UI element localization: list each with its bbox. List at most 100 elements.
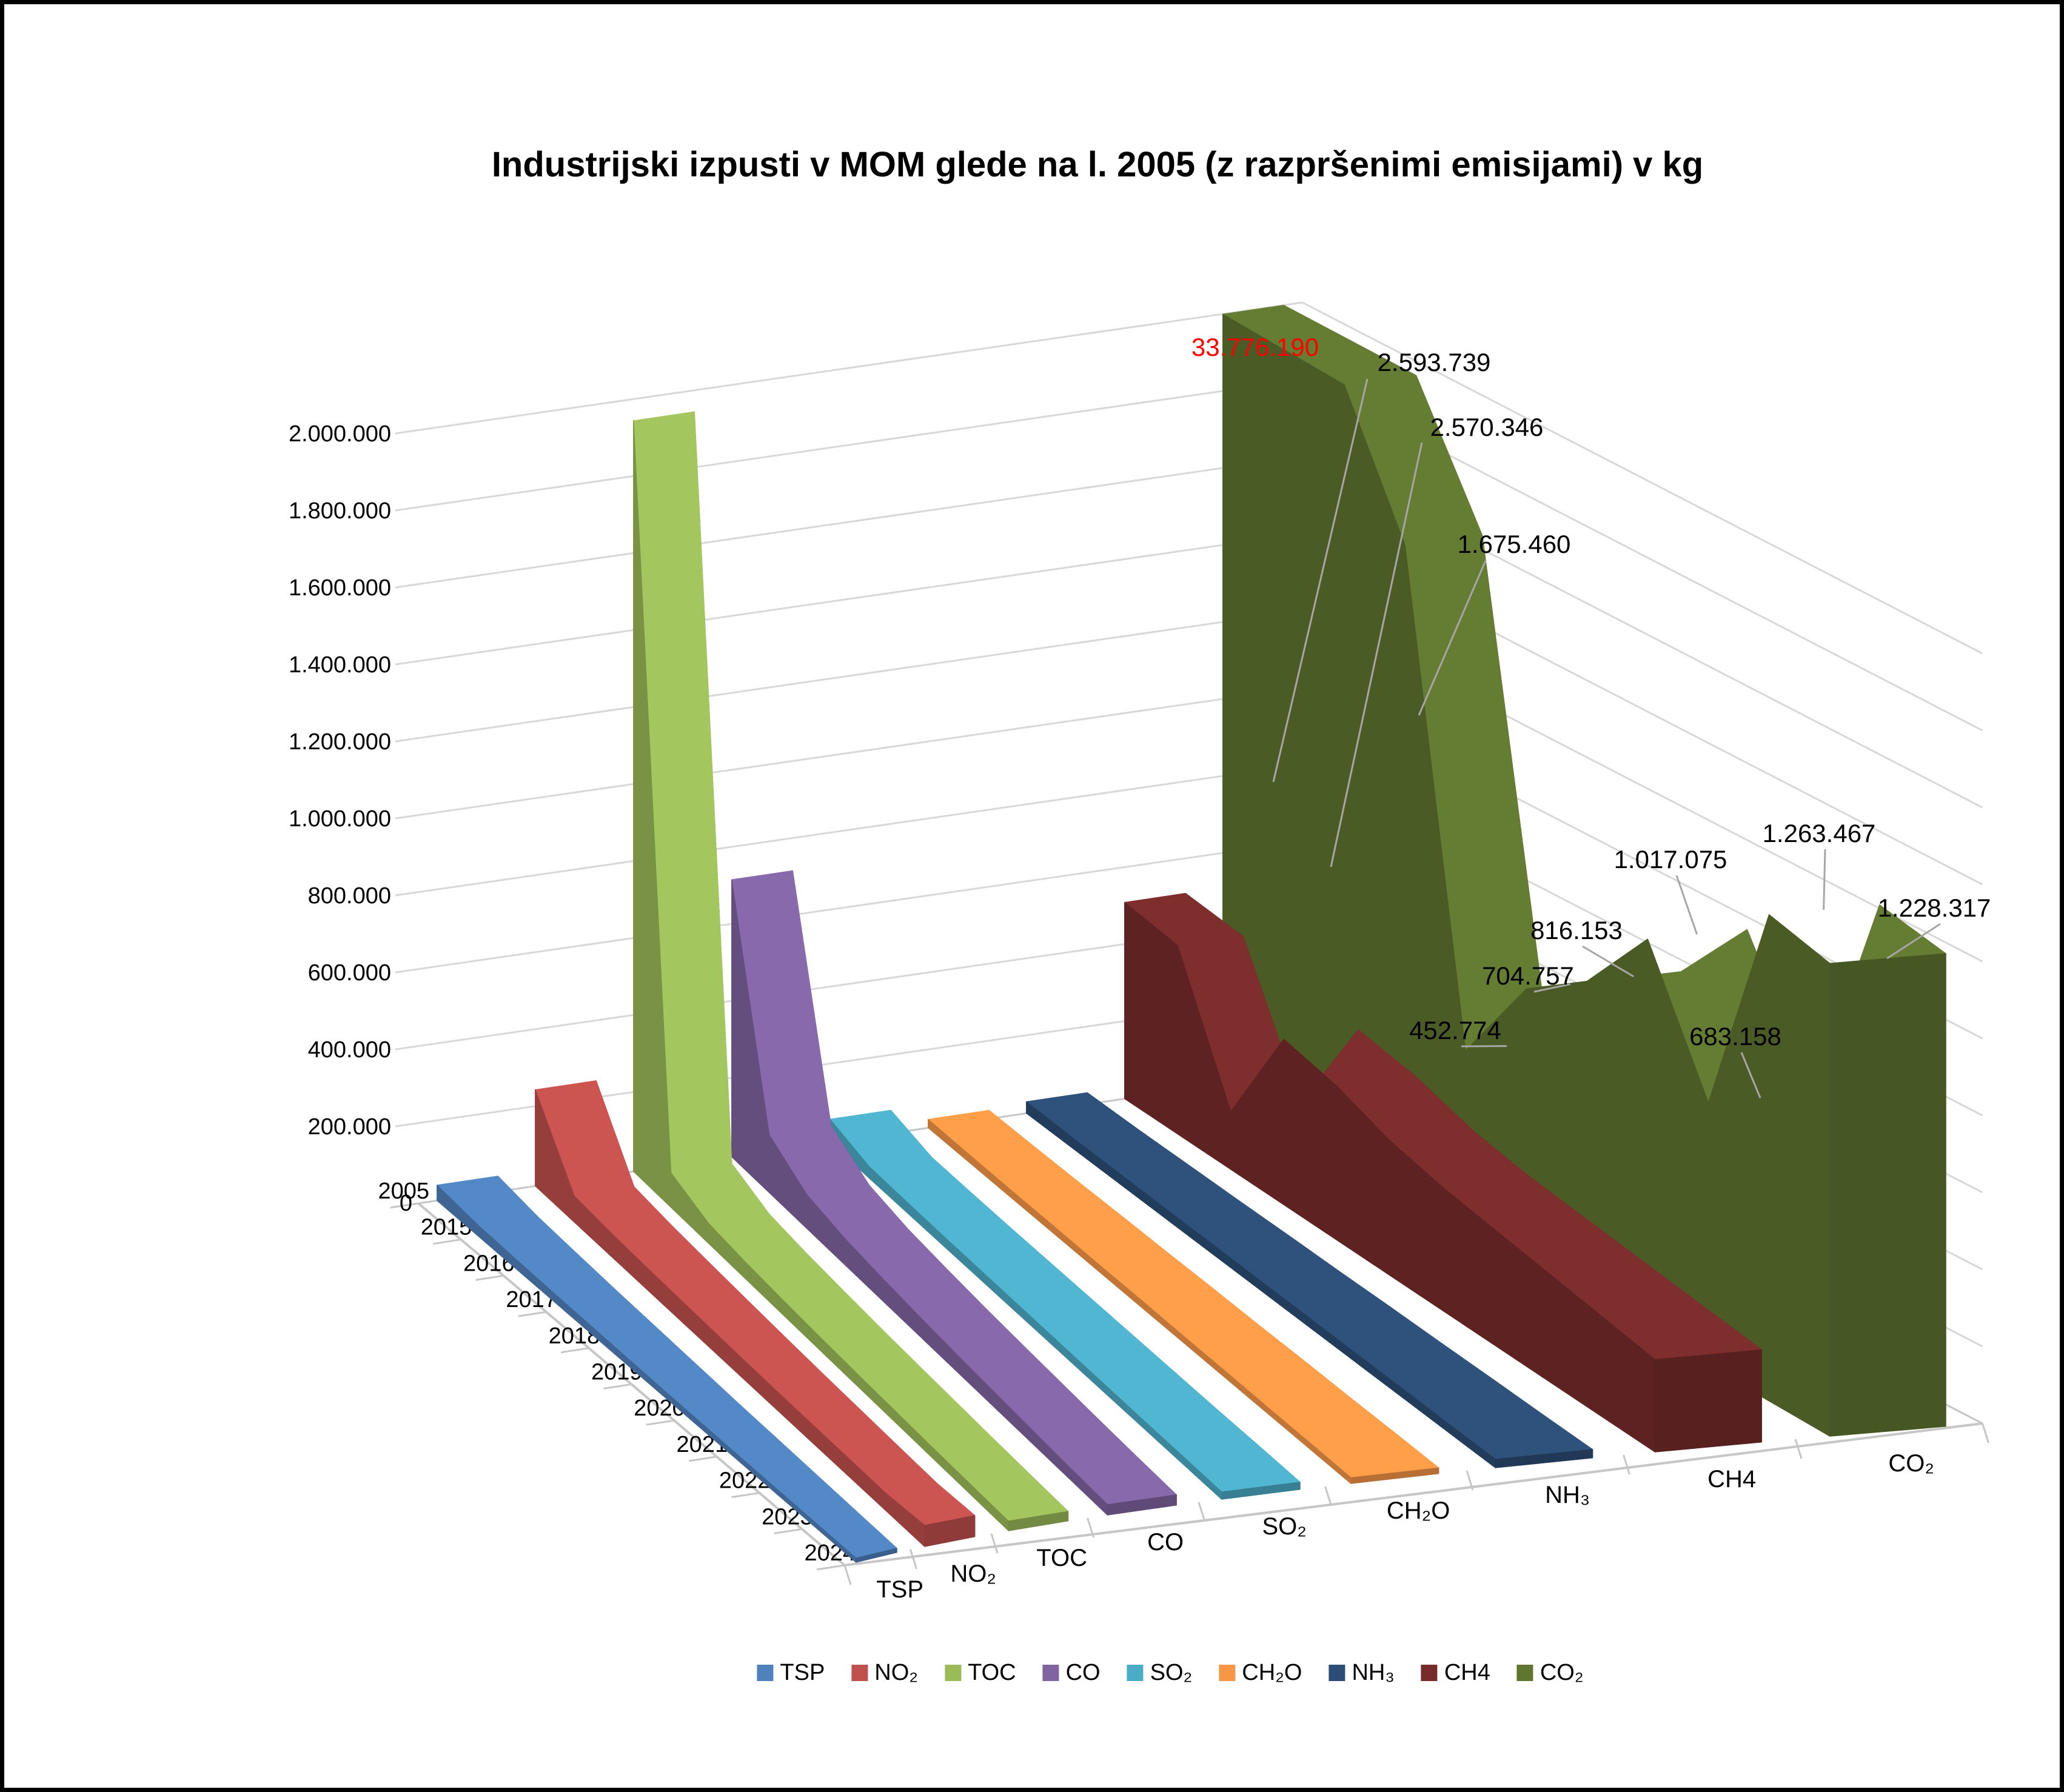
series-axis	[844, 1422, 1983, 1566]
legend-item-NH₃: NH₃	[1329, 1660, 1395, 1686]
legend-item-SO₂: SO₂	[1127, 1660, 1193, 1686]
gridline-backwall	[395, 532, 1303, 666]
series-ribbon-TOC-front-cap	[1008, 1511, 1069, 1531]
legend-item-NO₂: NO₂	[851, 1660, 918, 1686]
legend-label-CO: CO	[1065, 1660, 1101, 1685]
depth-axis-tick	[433, 1239, 461, 1245]
gridline-backwall	[395, 609, 1303, 743]
value-axis-label: 800.000	[308, 883, 391, 909]
value-axis-label: 200.000	[308, 1114, 391, 1140]
value-axis-label: 600.000	[308, 960, 391, 986]
series-axis-label: CH4	[1707, 1466, 1756, 1493]
series-axis-tick	[1794, 1439, 1803, 1459]
series-axis-label: SO₂	[1262, 1513, 1306, 1540]
series-ribbon-SO₂-front-cap	[1221, 1482, 1301, 1500]
series-axis-tick	[1198, 1502, 1206, 1522]
legend-swatch-NH₃	[1329, 1665, 1345, 1681]
value-axis-label: 1.800.000	[289, 498, 391, 524]
legend-swatch-TSP	[757, 1665, 774, 1681]
data-label-leader	[1675, 875, 1698, 935]
gridline-backwall	[395, 301, 1303, 435]
data-label-2005: 33.776.190	[1191, 333, 1319, 361]
legend-label-NO₂: NO₂	[874, 1660, 919, 1685]
series-axis-label: TOC	[1036, 1545, 1087, 1571]
series-ribbon-NH₃-front-cap	[1495, 1449, 1593, 1468]
gridline-backwall	[395, 378, 1303, 512]
legend-swatch-SO₂	[1127, 1665, 1144, 1681]
depth-axis-tick	[816, 1564, 845, 1571]
legend-label-TSP: TSP	[780, 1660, 825, 1685]
value-axis-label: 400.000	[308, 1037, 391, 1063]
legend-label-NH₃: NH₃	[1352, 1660, 1395, 1685]
depth-axis-tick	[603, 1383, 632, 1389]
series-axis-label: CO	[1147, 1529, 1184, 1556]
series-axis-label: NO₂	[950, 1560, 996, 1587]
value-axis-label: 1.600.000	[289, 575, 391, 601]
legend-item-TSP: TSP	[757, 1660, 825, 1686]
gridline-backwall	[395, 840, 1303, 974]
data-label-2021: 1.017.075	[1614, 845, 1727, 874]
legend-label-CH4: CH4	[1444, 1660, 1490, 1685]
series-ribbon-NO₂-front-cap	[924, 1515, 976, 1547]
data-label-2018: 452.774	[1409, 1016, 1501, 1045]
series-axis-label: TSP	[876, 1576, 923, 1603]
depth-axis-tick	[518, 1311, 547, 1317]
data-label-leader	[1740, 1052, 1761, 1098]
gridline-backwall	[395, 763, 1303, 897]
data-label-2020: 816.153	[1530, 916, 1623, 944]
series-axis-label: CO₂	[1888, 1450, 1934, 1477]
gridline-rightwall	[1302, 301, 1983, 655]
legend-swatch-NO₂	[851, 1665, 868, 1681]
depth-axis-tick	[646, 1419, 675, 1426]
value-axis-label: 1.400.000	[289, 652, 391, 678]
data-label-leader	[1418, 560, 1487, 716]
data-label-leader	[1272, 378, 1369, 783]
depth-axis-tick	[390, 1202, 419, 1209]
series-axis-tick	[910, 1549, 917, 1570]
legend-item-TOC: TOC	[945, 1660, 1016, 1686]
data-label-2024: 1.228.317	[1878, 894, 1991, 922]
data-label-2023: 1.263.467	[1763, 819, 1876, 848]
series-axis-tick	[843, 1565, 852, 1585]
chart-title: Industrijski izpusti v MOM glede na l. 2…	[491, 145, 1704, 184]
data-label-leader	[1330, 442, 1423, 868]
data-label-2022: 683.158	[1689, 1022, 1781, 1051]
data-label-leader	[1886, 923, 1941, 960]
gridline-backwall	[395, 455, 1303, 589]
value-axis-label: 2.000.000	[289, 421, 391, 447]
series-axis-tick	[990, 1533, 999, 1554]
data-label-2017: 1.675.460	[1458, 530, 1571, 558]
depth-axis-tick	[731, 1492, 760, 1499]
legend-label-CH₂O: CH₂O	[1242, 1660, 1302, 1685]
series-axis-tick	[1324, 1486, 1332, 1506]
data-label-2015: 2.593.739	[1378, 348, 1491, 376]
series-axis-tick	[1982, 1423, 1989, 1443]
legend-item-CO: CO	[1042, 1660, 1101, 1686]
legend-swatch-CO₂	[1516, 1665, 1533, 1681]
legend-label-SO₂: SO₂	[1150, 1660, 1193, 1685]
chart-legend: TSP NO₂ TOC CO SO₂ CH₂O NH₃ CH4 CO₂	[757, 1660, 1584, 1686]
data-label-leader	[1582, 945, 1634, 978]
legend-item-CH4: CH4	[1421, 1660, 1490, 1686]
depth-axis-year-label: 2005	[378, 1179, 429, 1204]
series-axis-tick	[1466, 1470, 1474, 1491]
legend-label-TOC: TOC	[968, 1660, 1016, 1685]
series-ribbon-CH₂O-front-cap	[1350, 1467, 1439, 1484]
depth-axis-tick	[688, 1456, 717, 1462]
depth-axis-tick	[560, 1347, 589, 1354]
legend-swatch-CH4	[1421, 1665, 1438, 1681]
value-axis-label-0: 0	[400, 1191, 412, 1216]
gridline-backwall	[395, 686, 1303, 820]
series-ribbon-CO-front-cap	[1107, 1494, 1177, 1516]
legend-swatch-CO	[1042, 1665, 1059, 1681]
legend-label-CO₂: CO₂	[1540, 1660, 1584, 1685]
depth-axis-tick	[774, 1528, 802, 1534]
data-label-leader	[1823, 849, 1826, 910]
legend-item-CH₂O: CH₂O	[1219, 1660, 1302, 1686]
data-label-2019: 704.757	[1482, 961, 1574, 990]
data-label-leader	[1533, 983, 1570, 993]
series-axis-label: CH₂O	[1387, 1497, 1450, 1524]
series-ribbon-CH4-front-cap	[1654, 1349, 1762, 1453]
